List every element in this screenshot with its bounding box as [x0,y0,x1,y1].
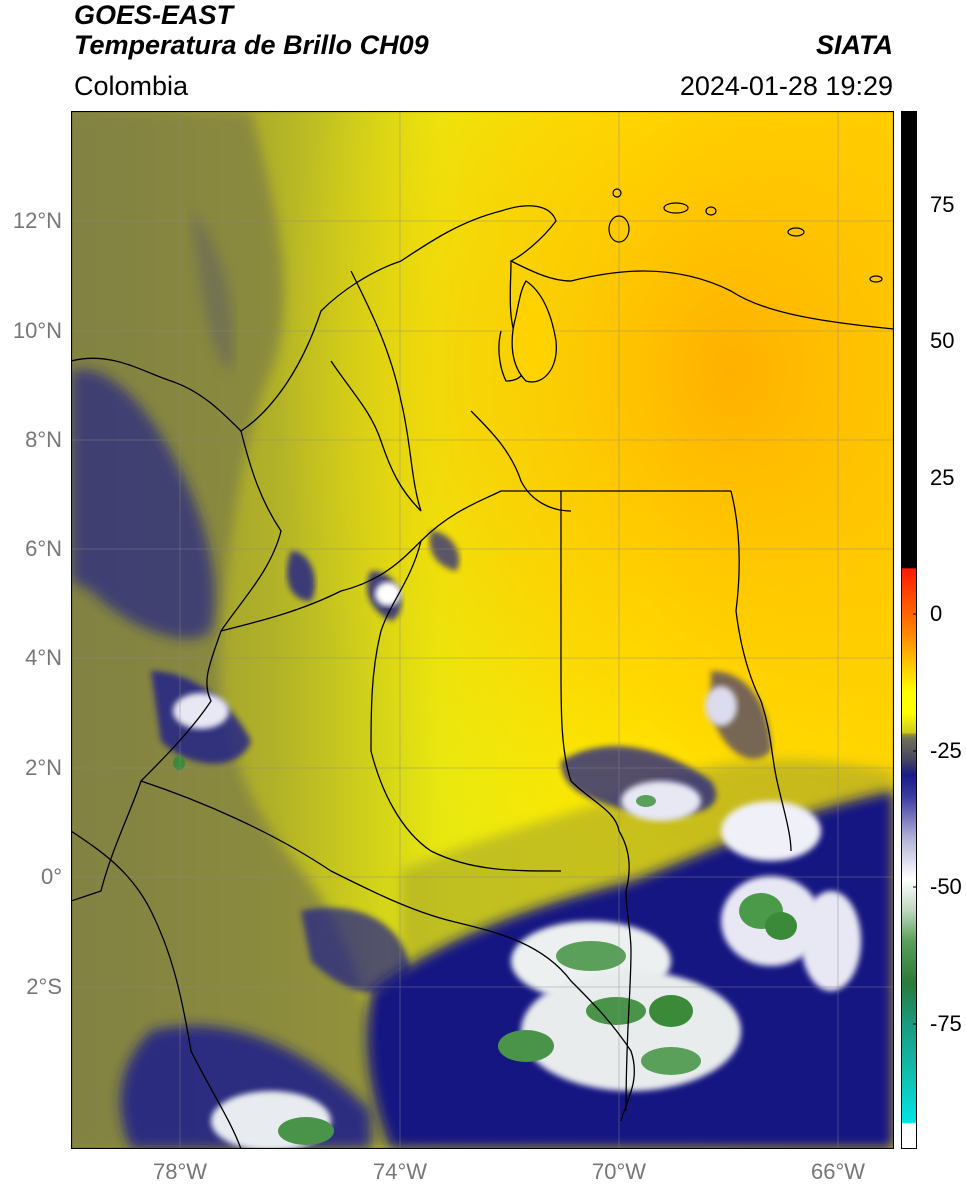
title-line-2: Temperatura de Brillo CH09 [74,30,429,60]
colorbar-tick-75: 75 [930,192,955,217]
colorbar-tick-neg25: -25 [930,738,962,763]
coldest-cores [173,756,797,1145]
lon-label-70w: 70°W [591,1159,647,1184]
lat-label-10n: 10°N [12,318,62,343]
gridlines [71,111,894,1149]
colorbar-tick-0: 0 [930,601,943,626]
colorbar-tick-neg50: -50 [930,874,962,899]
lat-label-2n: 2°N [25,755,62,780]
grey-band [71,111,401,1149]
lat-label-12n: 12°N [12,208,62,233]
colorbar [901,111,917,1149]
colorbar-tick-neg75: -75 [930,1011,962,1036]
lat-label-0: 0° [40,864,62,889]
lake-maracaibo [511,280,557,383]
title-line-1: GOES-EAST [74,0,234,30]
lon-label-78w: 78°W [152,1159,208,1184]
region-label: Colombia [74,71,189,101]
lon-label-74w: 74°W [372,1159,428,1184]
lat-label-4n: 4°N [25,645,62,670]
lat-label-2s: 2°S [26,974,62,999]
lon-label-66w: 66°W [810,1159,866,1184]
lat-label-8n: 8°N [25,427,62,452]
lat-label-6n: 6°N [25,536,62,561]
satellite-map [71,111,894,1149]
organization-label: SIATA [816,30,893,60]
borders [71,205,894,1149]
caribbean-islands [608,188,883,283]
colorbar-tick-25: 25 [930,465,955,490]
datetime-label: 2024-01-28 19:29 [679,71,893,101]
map-frame [71,111,894,1149]
colorbar-tick-50: 50 [930,328,955,353]
